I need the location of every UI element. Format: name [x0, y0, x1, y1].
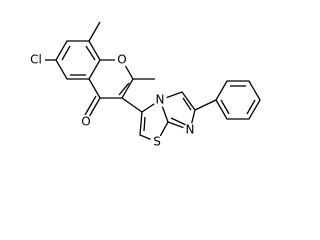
methyl-bond	[88, 21, 101, 42]
double-bond	[61, 45, 71, 61]
double-bond	[246, 99, 256, 115]
double-bond	[85, 45, 96, 61]
double-bond	[118, 82, 130, 96]
label-bg	[79, 115, 93, 129]
atom-label: N	[186, 123, 195, 137]
label-bg	[150, 135, 164, 149]
label-bg	[27, 51, 45, 69]
label-bg	[183, 123, 197, 137]
label-bg	[115, 53, 129, 67]
atom-label: O	[117, 53, 126, 67]
double-bond	[220, 99, 230, 115]
bonds	[44, 21, 261, 143]
phenyl-ring	[215, 80, 261, 120]
phenyl-bond	[194, 99, 217, 111]
atom-label: S	[153, 135, 161, 149]
atom-labels: Cl O O N N S	[27, 51, 197, 149]
molecule-diagram: Cl O O N N S	[27, 21, 261, 149]
atom-label: N	[156, 93, 165, 107]
link-bond	[121, 97, 143, 113]
atom-label: Cl	[30, 53, 42, 67]
double-bond	[170, 117, 187, 126]
atom-label: O	[81, 115, 90, 129]
label-bg	[153, 93, 167, 107]
carbonyl-bond	[84, 95, 97, 116]
double-bond	[143, 116, 146, 132]
carbonyl-bond	[88, 97, 101, 118]
double-bond	[182, 97, 192, 111]
